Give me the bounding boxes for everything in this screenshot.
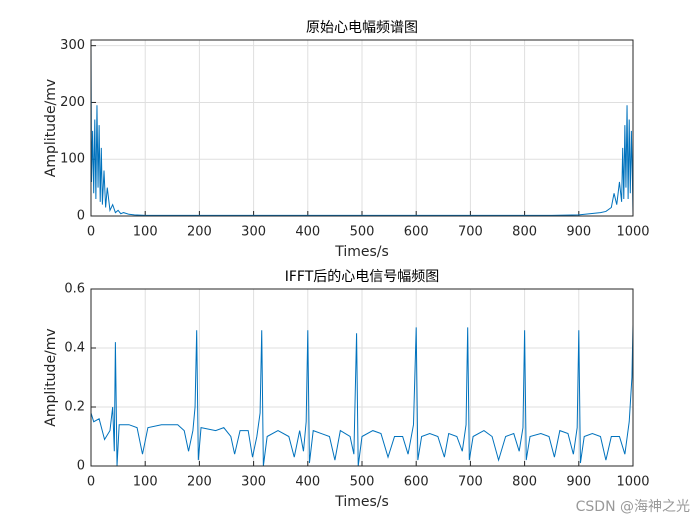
data-line — [90, 324, 634, 467]
x-tick-label: 700 — [458, 225, 483, 240]
x-tick-label: 100 — [133, 475, 158, 490]
x-axis-label: Times/s — [334, 244, 389, 260]
x-tick-label: 500 — [350, 475, 375, 490]
y-tick-label: 0 — [77, 459, 85, 474]
x-tick-label: 400 — [295, 225, 320, 240]
x-tick-label: 300 — [241, 475, 266, 490]
x-tick-label: 300 — [241, 225, 266, 240]
x-tick-label: 800 — [512, 475, 537, 490]
y-tick-label: 0 — [77, 209, 85, 224]
y-tick-label: 0.6 — [64, 282, 85, 297]
y-axis-label: Amplitude/mv — [43, 79, 59, 177]
chart-title: IFFT后的心电信号幅频图 — [285, 269, 440, 285]
y-tick-label: 0.2 — [64, 400, 85, 415]
data-line — [90, 42, 634, 216]
y-axis-label: Amplitude/mv — [43, 328, 59, 426]
x-tick-label: 1000 — [616, 225, 649, 240]
x-tick-label: 900 — [566, 475, 591, 490]
watermark: CSDN @海神之光 — [576, 499, 690, 515]
axes-box — [90, 288, 634, 467]
y-tick-label: 200 — [60, 95, 85, 110]
axes-box — [90, 39, 634, 217]
x-tick-label: 700 — [458, 475, 483, 490]
x-tick-label: 900 — [566, 225, 591, 240]
x-tick-label: 600 — [404, 225, 429, 240]
x-tick-label: 400 — [295, 475, 320, 490]
x-tick-label: 200 — [187, 475, 212, 490]
y-tick-label: 300 — [60, 38, 85, 53]
x-tick-label: 600 — [404, 475, 429, 490]
x-tick-label: 500 — [350, 225, 375, 240]
x-tick-label: 0 — [87, 225, 95, 240]
x-tick-label: 800 — [512, 225, 537, 240]
x-axis-label: Times/s — [334, 494, 389, 510]
y-tick-label: 0.4 — [64, 341, 85, 356]
x-tick-label: 1000 — [616, 475, 649, 490]
chart-title: 原始心电幅频谱图 — [306, 20, 418, 36]
y-tick-label: 100 — [60, 152, 85, 167]
x-tick-label: 0 — [87, 475, 95, 490]
x-tick-label: 200 — [187, 225, 212, 240]
x-tick-label: 100 — [133, 225, 158, 240]
